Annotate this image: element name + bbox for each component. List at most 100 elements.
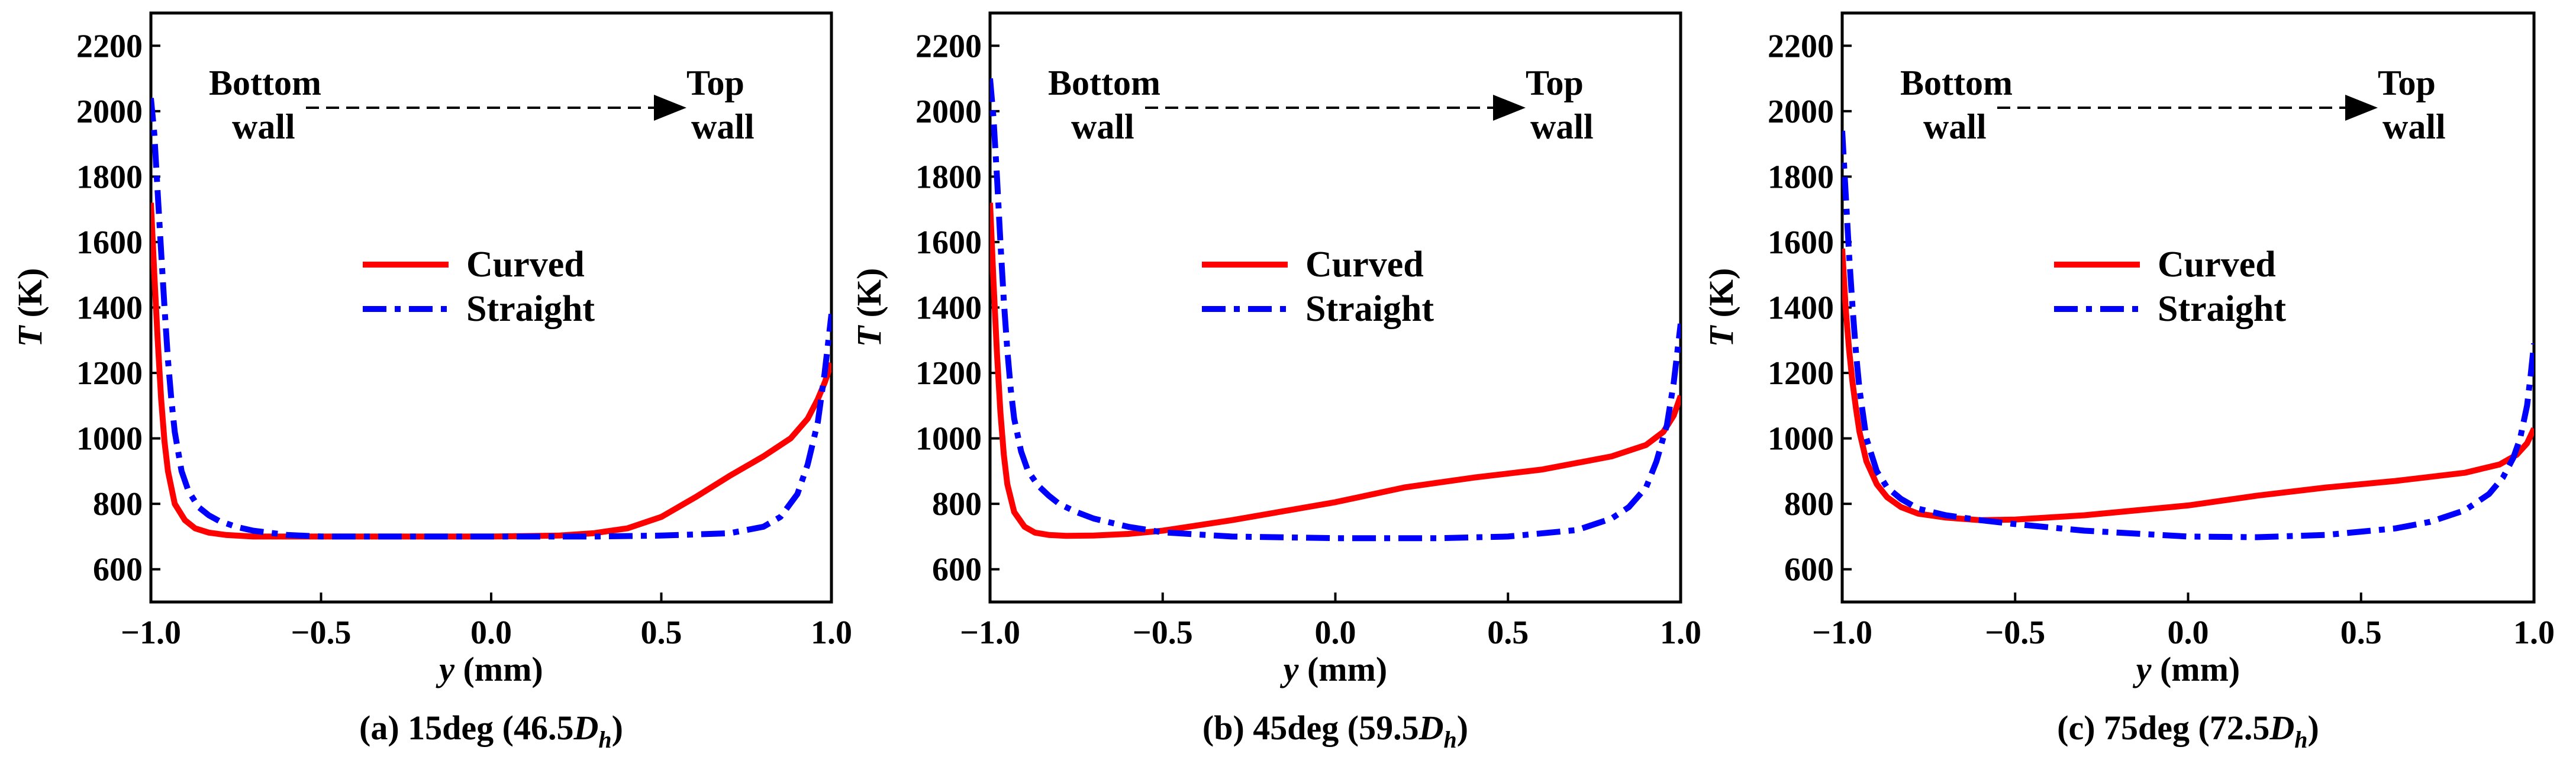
- y-tick-label: 1600: [915, 224, 982, 261]
- y-tick-label: 1000: [1768, 421, 1834, 458]
- annotation-bottom-line1: Bottom: [1900, 63, 2013, 102]
- annotation-top-line1: Top: [686, 63, 744, 102]
- panel-caption: (c) 75deg (72.5Dh): [2057, 709, 2319, 753]
- series-line-curved: [990, 202, 1681, 539]
- annotation-arrow-head: [654, 95, 686, 121]
- y-axis-label: T (K): [11, 268, 49, 347]
- caption-dh: D: [573, 709, 598, 747]
- y-axis-symbol: T: [1702, 324, 1740, 347]
- y-tick-label: 2200: [76, 28, 143, 65]
- x-tick-label: −0.5: [1133, 614, 1193, 651]
- x-axis-symbol: y: [2133, 650, 2152, 688]
- legend-label-straight: Straight: [466, 289, 595, 329]
- caption-close: ): [612, 709, 623, 747]
- caption-text: (a) 15deg (46.5: [359, 709, 573, 747]
- x-axis-unit: (mm): [1298, 650, 1387, 688]
- caption-sub: h: [1444, 726, 1457, 753]
- caption-sub: h: [598, 726, 611, 753]
- y-tick-label: 800: [93, 486, 143, 523]
- y-tick-label: 600: [93, 552, 143, 588]
- y-axis-symbol: T: [11, 324, 49, 347]
- x-axis-label: y (mm): [1280, 650, 1388, 688]
- panel-3: 600 800 1000 1200 1400 1600 1800 2000 2200 −1.0 −0…: [1702, 11, 2555, 753]
- legend-label-straight: Straight: [1305, 289, 1434, 329]
- x-tick-label: 0.0: [1315, 614, 1356, 651]
- y-tick-label: 1200: [915, 355, 982, 392]
- annotation-bottom-line2: wall: [1071, 107, 1134, 146]
- annotation-bottom-line2: wall: [1923, 107, 1987, 146]
- annotation-top-line2: wall: [1530, 107, 1594, 146]
- y-tick-label: 1000: [915, 421, 982, 458]
- y-axis-label: T (K): [1702, 268, 1740, 347]
- y-tick-label: 2000: [1768, 94, 1834, 130]
- annotation-arrow-head: [2345, 95, 2378, 121]
- x-tick-label: 0.5: [2340, 614, 2382, 651]
- series-line-straight: [990, 78, 1681, 542]
- y-tick-label: 1400: [76, 290, 143, 327]
- y-tick-label: 2200: [1768, 28, 1834, 65]
- y-axis-symbol: T: [850, 324, 888, 347]
- x-tick-label: −0.5: [1985, 614, 2045, 651]
- y-axis-unit: (K): [850, 268, 888, 326]
- legend-label-curved: Curved: [2158, 244, 2276, 285]
- y-tick-label: 1200: [76, 355, 143, 392]
- annotation-top-line2: wall: [691, 107, 755, 146]
- series-line-straight: [1842, 130, 2534, 540]
- series-group: [151, 98, 831, 540]
- annotation-top-line2: wall: [2382, 107, 2446, 146]
- y-tick-label: 1600: [1768, 224, 1834, 261]
- x-tick-label: 0.5: [641, 614, 682, 651]
- y-tick-label: 1400: [915, 290, 982, 327]
- y-axis-unit: (K): [11, 268, 49, 326]
- series-line-curved: [1842, 248, 2534, 523]
- x-tick-label: 1.0: [1660, 614, 1701, 651]
- x-tick-label: 0.5: [1487, 614, 1529, 651]
- x-tick-label: −0.5: [291, 614, 352, 651]
- legend-label-curved: Curved: [1305, 244, 1424, 285]
- y-tick-label: 1200: [1768, 355, 1834, 392]
- y-tick-label: 2200: [915, 28, 982, 65]
- x-tick-label: −1.0: [121, 614, 181, 651]
- y-axis-label: T (K): [850, 268, 888, 347]
- x-tick-label: 0.0: [470, 614, 512, 651]
- y-tick-label: 600: [932, 552, 982, 588]
- y-tick-label: 800: [932, 486, 982, 523]
- y-tick-label: 600: [1784, 552, 1834, 588]
- caption-close: ): [1457, 709, 1468, 747]
- annotation-bottom-line1: Bottom: [1048, 63, 1160, 102]
- panel-caption: (b) 45deg (59.5Dh): [1202, 709, 1468, 753]
- y-tick-label: 1800: [915, 159, 982, 195]
- caption-dh: D: [2269, 709, 2294, 747]
- caption-close: ): [2308, 709, 2319, 747]
- x-axis-symbol: y: [1280, 650, 1299, 688]
- y-tick-label: 1800: [76, 159, 143, 195]
- series-line-straight: [151, 98, 831, 540]
- y-tick-label: 800: [1784, 486, 1834, 523]
- panel-2: 600 800 1000 1200 1400 1600 1800 2000 2200 −1.0 −0…: [850, 11, 1701, 753]
- caption-text: (b) 45deg (59.5: [1202, 709, 1419, 747]
- annotation-top-line1: Top: [1526, 63, 1584, 102]
- y-tick-label: 2000: [915, 94, 982, 130]
- legend-label-straight: Straight: [2158, 289, 2286, 329]
- legend-label-curved: Curved: [466, 244, 585, 285]
- y-tick-label: 1400: [1768, 290, 1834, 327]
- x-axis-unit: (mm): [454, 650, 543, 688]
- panel-caption: (a) 15deg (46.5Dh): [359, 709, 623, 753]
- y-tick-label: 2000: [76, 94, 143, 130]
- x-tick-label: 0.0: [2168, 614, 2209, 651]
- y-tick-label: 1600: [76, 224, 143, 261]
- x-axis-symbol: y: [436, 650, 454, 688]
- x-axis-label: y (mm): [2133, 650, 2240, 688]
- caption-dh: D: [1418, 709, 1444, 747]
- y-tick-label: 1800: [1768, 159, 1834, 195]
- panel-1: 600 800 1000 1200 1400 1600 1800 2000 2200 −1.0 −0…: [11, 11, 852, 753]
- caption-text: (c) 75deg (72.5: [2057, 709, 2269, 747]
- x-tick-label: −1.0: [1812, 614, 1872, 651]
- y-tick-label: 1000: [76, 421, 143, 458]
- x-tick-label: 1.0: [2513, 614, 2555, 651]
- series-group: [1842, 130, 2534, 540]
- annotation-top-line1: Top: [2378, 63, 2436, 102]
- annotation-bottom-line2: wall: [232, 107, 295, 146]
- x-axis-label: y (mm): [436, 650, 543, 688]
